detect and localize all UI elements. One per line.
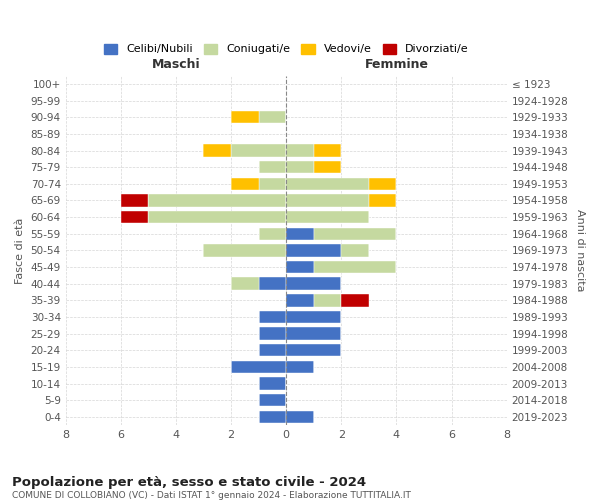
Bar [286, 211, 369, 224]
Bar [286, 161, 314, 173]
Bar [121, 194, 148, 206]
Bar [259, 378, 286, 390]
Bar [259, 410, 286, 423]
Bar [369, 194, 397, 206]
Bar [286, 410, 314, 423]
Bar [121, 211, 148, 224]
Bar [286, 310, 341, 323]
Bar [259, 394, 286, 406]
Bar [314, 144, 341, 157]
Bar [259, 310, 286, 323]
Bar [203, 244, 286, 256]
Legend: Celibi/Nubili, Coniugati/e, Vedovi/e, Divorziati/e: Celibi/Nubili, Coniugati/e, Vedovi/e, Di… [100, 40, 473, 59]
Bar [259, 228, 286, 240]
Bar [341, 244, 369, 256]
Bar [259, 278, 286, 290]
Bar [231, 111, 259, 124]
Text: Maschi: Maschi [152, 58, 200, 70]
Bar [259, 344, 286, 356]
Bar [148, 211, 286, 224]
Bar [314, 161, 341, 173]
Bar [286, 144, 314, 157]
Bar [286, 344, 341, 356]
Text: Popolazione per età, sesso e stato civile - 2024: Popolazione per età, sesso e stato civil… [12, 476, 366, 489]
Bar [286, 194, 369, 206]
Text: COMUNE DI COLLOBIANO (VC) - Dati ISTAT 1° gennaio 2024 - Elaborazione TUTTITALIA: COMUNE DI COLLOBIANO (VC) - Dati ISTAT 1… [12, 491, 411, 500]
Bar [314, 228, 397, 240]
Bar [286, 261, 314, 274]
Bar [286, 244, 341, 256]
Y-axis label: Fasce di età: Fasce di età [15, 217, 25, 284]
Bar [148, 194, 286, 206]
Bar [314, 261, 397, 274]
Bar [314, 294, 341, 306]
Text: Femmine: Femmine [364, 58, 428, 70]
Bar [259, 178, 286, 190]
Bar [286, 178, 369, 190]
Bar [231, 144, 286, 157]
Bar [286, 360, 314, 373]
Bar [286, 228, 314, 240]
Bar [286, 294, 314, 306]
Bar [259, 111, 286, 124]
Bar [259, 161, 286, 173]
Bar [203, 144, 231, 157]
Bar [341, 294, 369, 306]
Bar [286, 278, 341, 290]
Bar [259, 328, 286, 340]
Y-axis label: Anni di nascita: Anni di nascita [575, 209, 585, 292]
Bar [231, 360, 286, 373]
Bar [286, 328, 341, 340]
Bar [231, 278, 259, 290]
Bar [369, 178, 397, 190]
Bar [231, 178, 259, 190]
